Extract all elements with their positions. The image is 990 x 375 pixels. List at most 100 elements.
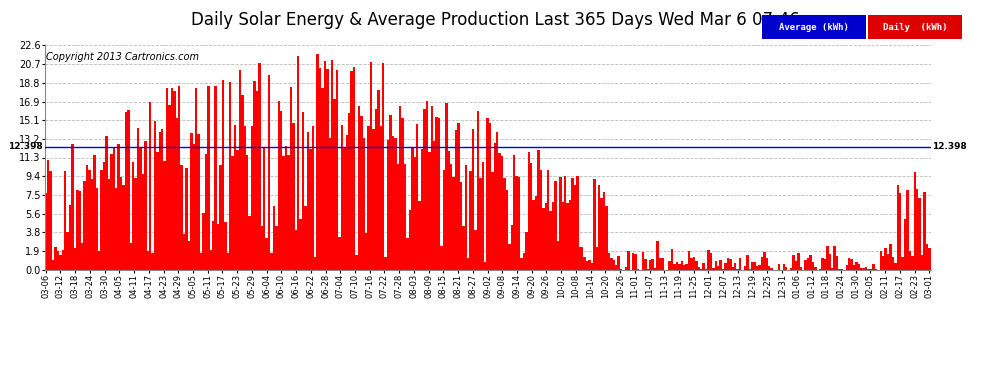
Bar — [446, 103, 447, 270]
Bar — [790, 268, 792, 270]
Bar — [47, 160, 50, 270]
Bar — [428, 152, 431, 270]
Bar — [436, 117, 438, 270]
Bar — [50, 171, 51, 270]
Bar — [137, 128, 140, 270]
Bar — [511, 225, 513, 270]
Bar — [334, 99, 336, 270]
Bar — [297, 56, 299, 270]
Bar — [894, 263, 897, 270]
Bar — [459, 182, 462, 270]
Bar — [270, 253, 272, 270]
Bar — [140, 147, 142, 270]
Bar — [605, 206, 608, 270]
Bar — [142, 174, 145, 270]
Bar — [755, 266, 758, 270]
Text: 12.398: 12.398 — [933, 142, 967, 151]
Bar — [421, 149, 424, 270]
Bar — [331, 60, 334, 270]
Bar — [892, 257, 894, 270]
Text: Daily  (kWh): Daily (kWh) — [883, 22, 947, 32]
Bar — [683, 265, 685, 270]
Bar — [202, 213, 205, 270]
Bar — [812, 262, 814, 270]
Bar — [224, 222, 227, 270]
Bar — [598, 185, 601, 270]
Bar — [526, 232, 528, 270]
Bar — [914, 172, 916, 270]
Bar — [431, 106, 433, 270]
Bar — [91, 179, 93, 270]
Bar — [785, 267, 787, 270]
Bar — [921, 255, 924, 270]
Bar — [64, 171, 66, 270]
Bar — [678, 264, 680, 270]
Bar — [118, 144, 120, 270]
Bar — [797, 254, 800, 270]
Bar — [880, 251, 882, 270]
Bar — [850, 259, 853, 270]
Text: Daily Solar Energy & Average Production Last 365 Days Wed Mar 6 07:46: Daily Solar Energy & Average Production … — [191, 11, 799, 29]
Bar — [232, 156, 234, 270]
Bar — [561, 202, 564, 270]
Bar — [95, 188, 98, 270]
Bar — [700, 269, 703, 270]
Bar — [424, 108, 426, 270]
Bar — [758, 265, 760, 270]
Bar — [392, 136, 394, 270]
Bar — [760, 256, 763, 270]
Bar — [242, 95, 244, 270]
Bar — [469, 171, 472, 270]
Bar — [397, 164, 399, 270]
Bar — [889, 244, 892, 270]
Bar — [78, 192, 81, 270]
Bar — [372, 129, 374, 270]
Bar — [312, 126, 314, 270]
Bar — [725, 263, 727, 270]
Bar — [513, 154, 516, 270]
Bar — [248, 216, 250, 270]
Bar — [379, 126, 382, 270]
Bar — [734, 263, 737, 270]
Bar — [389, 115, 392, 270]
Bar — [603, 192, 605, 270]
Bar — [105, 136, 108, 270]
Bar — [295, 230, 297, 270]
Bar — [426, 101, 428, 270]
Bar — [370, 62, 372, 270]
Bar — [578, 247, 581, 270]
Bar — [658, 258, 661, 270]
Bar — [195, 88, 197, 270]
Bar — [282, 156, 285, 270]
Bar — [319, 68, 322, 270]
Bar — [544, 203, 547, 270]
Bar — [516, 176, 518, 270]
Bar — [656, 242, 658, 270]
Bar — [387, 140, 389, 270]
Bar — [588, 260, 591, 270]
Bar — [710, 253, 712, 270]
Bar — [533, 200, 535, 270]
Bar — [171, 88, 173, 270]
Bar — [610, 258, 613, 270]
Bar — [581, 247, 583, 270]
Bar — [250, 126, 253, 270]
Bar — [258, 63, 260, 270]
Bar — [222, 80, 224, 270]
Bar — [145, 141, 147, 270]
Bar — [503, 178, 506, 270]
Bar — [484, 262, 486, 270]
Bar — [549, 210, 551, 270]
Bar — [486, 118, 489, 270]
Bar — [642, 252, 644, 270]
Bar — [132, 162, 135, 270]
Bar — [535, 196, 538, 270]
Bar — [449, 164, 452, 270]
Bar — [193, 144, 195, 270]
Bar — [255, 91, 258, 270]
Bar — [743, 266, 746, 270]
Bar — [547, 170, 549, 270]
Bar — [596, 247, 598, 270]
Bar — [685, 264, 688, 270]
Bar — [229, 82, 232, 270]
